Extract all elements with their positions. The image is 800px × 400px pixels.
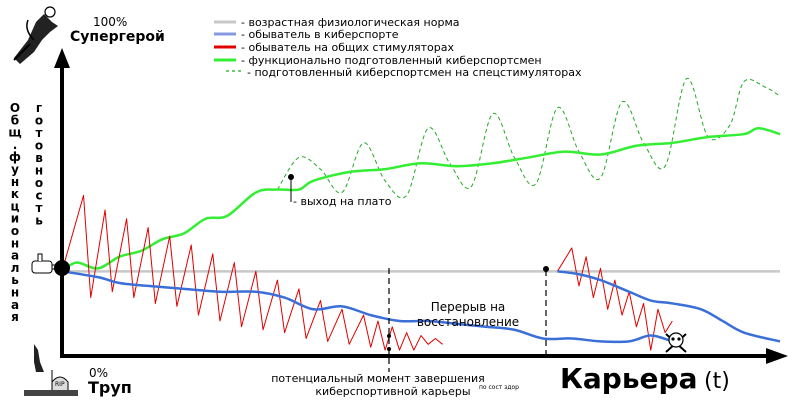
series-line-regular-red-restart — [556, 247, 673, 351]
start-point — [54, 260, 70, 276]
series-line-stim-green-dashed — [276, 78, 781, 199]
legend-label-norm: - возрастная физиологическая норма — [241, 16, 459, 29]
x-axis-arrow — [766, 348, 788, 364]
health-note: по сост здор — [479, 384, 519, 391]
series-line-regular-blue — [61, 270, 673, 344]
career-end-point-bottom — [387, 347, 391, 351]
y-bottom-name: Труп — [88, 378, 132, 397]
career-end-label-2: киберспортивной карьеры — [315, 385, 470, 398]
series-line-regular-red — [61, 194, 443, 351]
y-top-percent: 100% — [93, 15, 127, 29]
restart-point — [543, 266, 549, 272]
hand-icon — [31, 253, 58, 274]
legend: - возрастная физиологическая норма - обы… — [214, 16, 582, 79]
series-line-trained-green — [61, 126, 781, 273]
plateau-label: - выход на плато — [293, 195, 392, 208]
legend-label-trained-green: - функционально подготовленный киберспор… — [241, 54, 542, 67]
skull-icon — [665, 332, 687, 353]
legend-label-regular-red: - обыватель на общих стимуляторах — [241, 41, 454, 54]
series-layer — [61, 78, 781, 351]
career-end-label-1: потенциальный момент завершения — [271, 372, 485, 385]
career-end-point-top — [387, 334, 391, 338]
legend-label-regular-blue: - обыватель в киберспорте — [241, 28, 399, 41]
grave-text: RIP — [55, 381, 65, 388]
x-axis-unit: (t) — [704, 369, 730, 394]
y-bottom-percent: 0% — [89, 366, 108, 380]
y-top-name: Супергерой — [70, 29, 165, 45]
legend-label-stim-green: - подготовленный киберспортсмен на спецс… — [247, 66, 582, 79]
series-line-regular-blue-restart — [557, 270, 781, 343]
y-axis-arrow — [54, 48, 70, 68]
superhero-icon — [13, 6, 58, 64]
x-axis-label: Карьера — [560, 362, 697, 395]
break-label: Перерыв на восстановление — [417, 300, 519, 329]
grave-icon: RIP — [24, 344, 78, 396]
